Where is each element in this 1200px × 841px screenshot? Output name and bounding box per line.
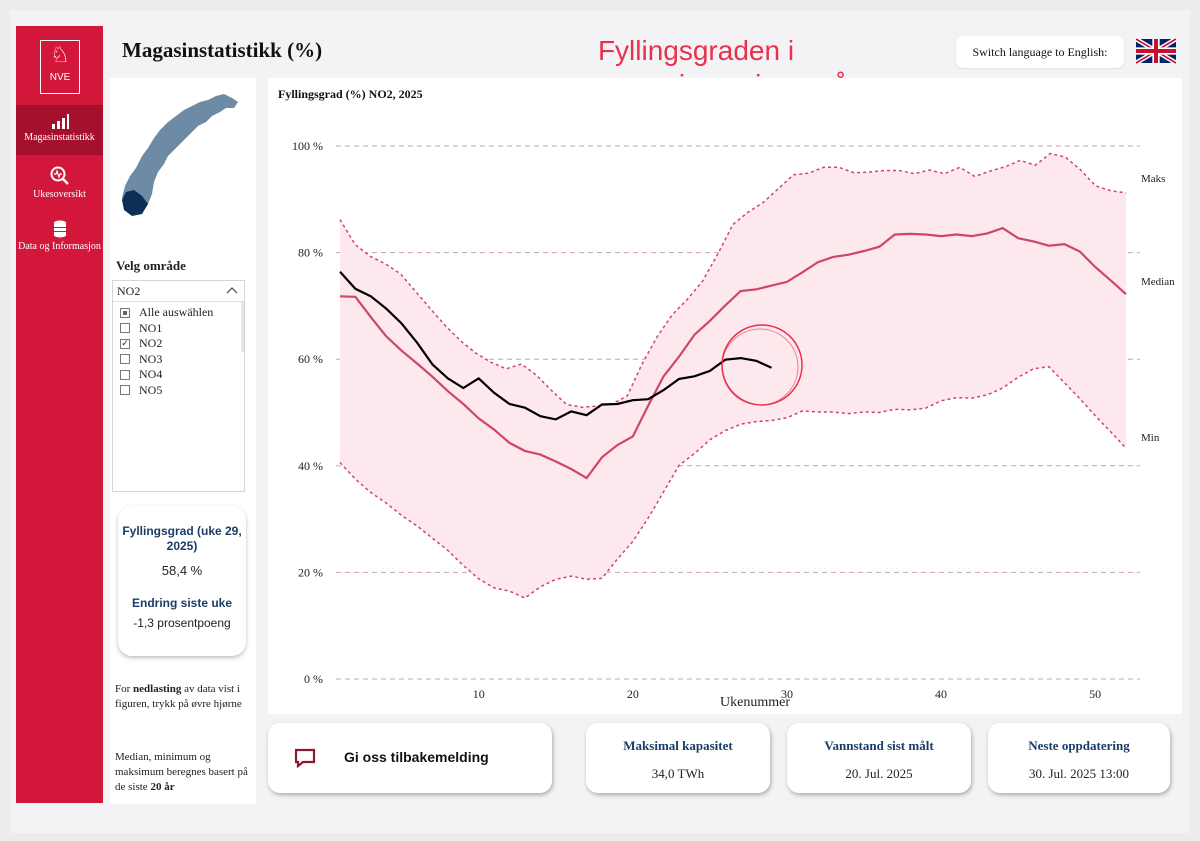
y-tick-label: 80 %: [298, 246, 323, 260]
download-note: For nedlasting av data vist i figuren, t…: [115, 682, 251, 712]
area-select-label: Velg område: [116, 258, 186, 273]
last-measured-card: Vannstand sist målt 20. Jul. 2025: [787, 723, 971, 793]
area-select-value: NO2: [117, 284, 141, 298]
chart-title: Fyllingsgrad (%) NO2, 2025: [278, 87, 423, 101]
magnifier-icon: [50, 166, 69, 185]
note-text: Median, minimum og maksimum beregnes bas…: [115, 751, 248, 793]
option-label: NO3: [139, 351, 163, 366]
scrollbar[interactable]: [241, 302, 244, 352]
switch-language-button[interactable]: Switch language to English:: [956, 36, 1124, 68]
x-tick-label: 30: [781, 687, 793, 701]
note-text: av data vist i figuren, trykk på øvre hj…: [115, 683, 242, 710]
checkbox[interactable]: [120, 385, 130, 396]
feedback-label: Gi oss tilbakemelding: [344, 749, 489, 765]
crest-icon: ♘: [50, 43, 70, 68]
sidebar-item-label: Data og Informasjon: [18, 241, 101, 252]
series-line-median: [339, 226, 1127, 480]
logo-text: NVE: [49, 72, 71, 83]
area-option-no3[interactable]: NO3: [113, 352, 244, 368]
option-label: NO5: [139, 382, 163, 397]
chevron-up-icon: [226, 287, 238, 294]
option-label: NO1: [139, 320, 163, 335]
speech-bubble-icon: [294, 748, 316, 768]
area-select: NO2 Alle auswählen NO1 ✓ NO2 NO3 NO4 NO5: [112, 280, 245, 492]
series-line-maks: [339, 152, 1127, 408]
y-tick-label: 60 %: [298, 352, 323, 366]
card-value: 30. Jul. 2025 13:00: [1028, 766, 1130, 781]
card-value: 34,0 TWh: [651, 766, 705, 781]
y-tick-label: 0 %: [304, 672, 323, 686]
change-value: -1,3 prosentpoeng: [133, 616, 231, 630]
x-tick-label: 10: [473, 687, 485, 701]
checkbox-partial[interactable]: [120, 307, 130, 318]
note-bold: 20 år: [150, 781, 175, 793]
card-heading: Vannstand sist målt: [824, 738, 934, 753]
min-max-band: [340, 153, 1126, 598]
card-value: 20. Jul. 2025: [845, 766, 913, 781]
x-tick-label: 40: [935, 687, 947, 701]
sidebar: ♘ NVE Magasinstatistikk Ukesoversikt: [16, 26, 103, 803]
series-label-min: Min: [1141, 432, 1160, 444]
app-window: ♘ NVE Magasinstatistikk Ukesoversikt: [10, 10, 1190, 833]
checkbox[interactable]: [120, 369, 130, 380]
x-tick-label: 20: [627, 687, 639, 701]
option-label: NO4: [139, 367, 163, 382]
nve-logo[interactable]: ♘ NVE: [40, 40, 80, 94]
sidebar-item-magasinstatistikk[interactable]: Magasinstatistikk: [16, 105, 103, 155]
uk-flag-icon[interactable]: [1136, 38, 1176, 64]
fill-level-heading: Fyllingsgrad (uke 29, 2025): [122, 524, 242, 553]
series-line-2025: [339, 271, 772, 421]
chart-panel: Fyllingsgrad (%) NO2, 2025 0 % 20 % 40 % 60…: [268, 78, 1182, 714]
database-icon: [53, 220, 66, 238]
checkbox[interactable]: [120, 354, 130, 365]
area-option-no4[interactable]: NO4: [113, 367, 244, 383]
y-tick-label: 20 %: [298, 565, 323, 579]
sidebar-item-label: Ukesoversikt: [33, 189, 86, 200]
checkbox[interactable]: [120, 323, 130, 334]
y-tick-label: 40 %: [298, 459, 323, 473]
next-update-card: Neste oppdatering 30. Jul. 2025 13:00: [988, 723, 1170, 793]
bar-chart-icon: [51, 114, 69, 129]
x-axis-label: Ukenummer: [720, 695, 790, 710]
area-option-no5[interactable]: NO5: [113, 383, 244, 399]
series-label-maks: Maks: [1141, 173, 1165, 185]
median-note: Median, minimum og maksimum beregnes bas…: [115, 750, 251, 795]
feedback-button[interactable]: Gi oss tilbakemelding: [268, 723, 552, 793]
fill-level-value: 58,4 %: [161, 563, 203, 578]
chart-lines: [339, 152, 1127, 599]
card-heading: Neste oppdatering: [1028, 738, 1130, 753]
note-bold: nedlasting: [133, 683, 182, 695]
area-option-all[interactable]: Alle auswählen: [113, 305, 244, 321]
chart-band: [340, 153, 1126, 598]
series-line-min: [339, 365, 1127, 599]
option-label: Alle auswählen: [139, 305, 214, 320]
sidebar-item-ukesoversikt[interactable]: Ukesoversikt: [16, 166, 103, 201]
norway-map-icon[interactable]: [116, 86, 242, 226]
fill-level-card: Fyllingsgrad (uke 29, 2025) 58,4 % Endri…: [118, 506, 246, 656]
fill-level-chart[interactable]: Fyllingsgrad (%) NO2, 2025 0 % 20 % 40 % 60…: [268, 78, 1182, 714]
annotation-circle-inner: [721, 328, 799, 406]
left-panel: Velg område NO2 Alle auswählen NO1 ✓ NO2 …: [110, 78, 256, 804]
x-tick-label: 50: [1089, 687, 1101, 701]
option-label: NO2: [139, 336, 163, 351]
area-option-no2[interactable]: ✓ NO2: [113, 336, 244, 352]
y-tick-label: 100 %: [292, 139, 323, 153]
change-heading: Endring siste uke: [131, 596, 233, 610]
note-text: For: [115, 683, 134, 695]
sidebar-item-label: Magasinstatistikk: [24, 132, 95, 143]
checkbox-checked[interactable]: ✓: [120, 338, 130, 349]
max-capacity-card: Maksimal kapasitet 34,0 TWh: [586, 723, 770, 793]
page-title: Magasinstatistikk (%): [122, 38, 323, 62]
sidebar-item-data-og-informasjon[interactable]: Data og Informasjon: [16, 220, 103, 253]
area-select-dropdown[interactable]: NO2: [113, 281, 244, 302]
area-option-no1[interactable]: NO1: [113, 321, 244, 337]
card-heading: Maksimal kapasitet: [623, 738, 733, 753]
series-label-median: Median: [1141, 276, 1175, 288]
chart-axes: 0 % 20 % 40 % 60 % 80 % 100 % 10 20 30 40 50 Maks Me…: [292, 139, 1175, 701]
